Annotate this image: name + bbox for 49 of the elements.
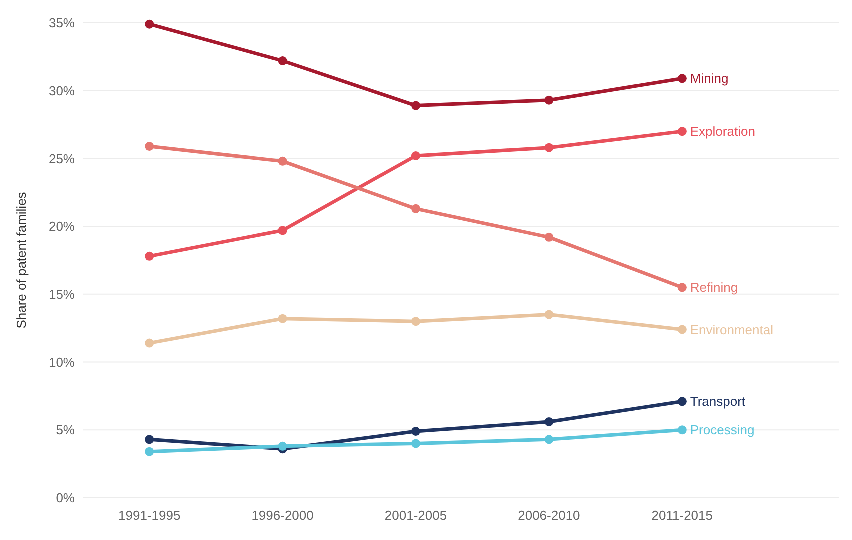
- point: [145, 252, 154, 261]
- series-label: Transport: [690, 394, 746, 410]
- y-tick-label: 35%: [48, 16, 76, 31]
- point: [544, 143, 554, 152]
- series-label: Refining: [690, 280, 738, 296]
- x-tick-label: 2006-2010: [518, 508, 580, 523]
- series-label: Mining: [690, 71, 729, 86]
- y-tick-label: 0%: [56, 490, 76, 506]
- series-label: Exploration: [690, 124, 756, 140]
- y-tick-label: 20%: [48, 219, 76, 234]
- point: [145, 142, 154, 151]
- series-label: Processing: [690, 422, 755, 438]
- point: [678, 426, 687, 435]
- y-tick-label: 15%: [48, 286, 76, 302]
- point: [412, 439, 420, 448]
- point: [678, 283, 687, 292]
- point: [412, 204, 420, 214]
- point: [544, 96, 554, 105]
- y-tick-label: 30%: [48, 83, 76, 98]
- point: [278, 442, 288, 451]
- point: [678, 325, 687, 334]
- point: [412, 427, 420, 436]
- x-tick-label: 1996-2000: [252, 508, 314, 523]
- y-tick-label: 10%: [48, 354, 76, 370]
- point: [145, 447, 154, 456]
- point: [678, 397, 687, 406]
- point: [412, 101, 420, 110]
- x-tick-label: 2001-2005: [384, 508, 448, 523]
- point: [145, 20, 154, 29]
- y-axis-title: Share of patent families: [14, 192, 29, 329]
- point: [544, 435, 554, 444]
- point: [544, 418, 554, 426]
- x-tick-label: 1991-1995: [118, 508, 181, 523]
- point: [145, 338, 154, 348]
- point: [678, 74, 687, 84]
- point: [278, 156, 288, 166]
- point: [412, 152, 420, 160]
- point: [544, 232, 554, 242]
- point: [412, 317, 420, 326]
- point: [278, 314, 288, 324]
- point: [544, 310, 554, 320]
- point: [278, 56, 288, 66]
- x-tick-label: 2011-2015: [652, 508, 714, 523]
- y-tick-label: 25%: [48, 151, 76, 166]
- point: [678, 127, 687, 136]
- y-tick-label: 5%: [56, 422, 76, 438]
- point: [145, 435, 154, 444]
- point: [278, 226, 288, 236]
- series-label: Environmental: [690, 322, 774, 338]
